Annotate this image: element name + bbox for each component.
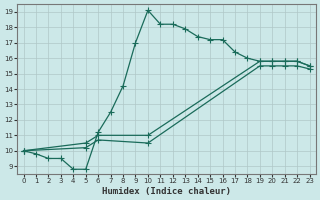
X-axis label: Humidex (Indice chaleur): Humidex (Indice chaleur) [102,187,231,196]
